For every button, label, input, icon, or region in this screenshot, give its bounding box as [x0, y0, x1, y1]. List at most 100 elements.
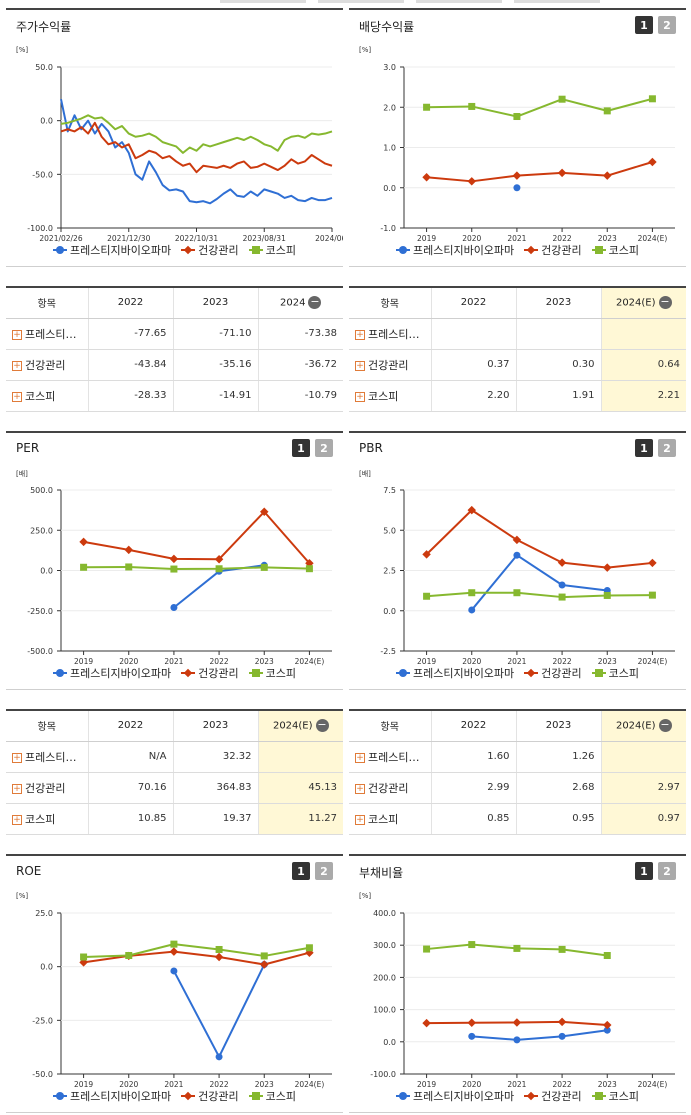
expand-icon[interactable]: + — [355, 752, 365, 763]
data-point[interactable] — [512, 1018, 522, 1027]
data-point[interactable] — [648, 558, 657, 568]
data-point[interactable] — [603, 171, 612, 180]
data-point[interactable] — [513, 184, 521, 192]
chart-view-2-button[interactable]: 2 — [315, 862, 333, 880]
legend-company[interactable]: 프레스티지바이오파마 — [395, 1088, 514, 1104]
data-point[interactable] — [648, 591, 656, 599]
data-point[interactable] — [468, 1032, 476, 1040]
row-label[interactable]: + 코스피 — [349, 380, 431, 412]
data-point[interactable] — [603, 1020, 612, 1030]
data-point[interactable] — [125, 952, 133, 960]
chart-view-1-button[interactable]: 1 — [635, 862, 653, 880]
data-point[interactable] — [423, 592, 431, 600]
legend-sector[interactable]: 건강관리 — [181, 1088, 239, 1104]
legend-company[interactable]: 프레스티지바이오파마 — [52, 665, 171, 681]
data-point[interactable] — [215, 1053, 223, 1061]
data-point[interactable] — [603, 952, 611, 960]
legend-kospi[interactable]: 코스피 — [248, 1088, 296, 1104]
legend-sector[interactable]: 건강관리 — [524, 665, 582, 681]
legend-kospi[interactable]: 코스피 — [248, 242, 296, 258]
data-point[interactable] — [260, 960, 269, 969]
data-point[interactable] — [305, 565, 313, 573]
data-point[interactable] — [260, 952, 268, 960]
row-label[interactable]: + 코스피 — [349, 803, 431, 835]
chart-view-2-button[interactable]: 2 — [315, 439, 333, 457]
row-label[interactable]: + 코스피 — [6, 380, 88, 412]
data-point[interactable] — [558, 945, 566, 953]
data-point[interactable] — [557, 168, 567, 178]
expand-icon[interactable]: + — [355, 329, 365, 340]
data-point[interactable] — [467, 505, 476, 515]
data-point[interactable] — [305, 944, 313, 952]
chart-view-2-button[interactable]: 2 — [658, 439, 676, 457]
data-point[interactable] — [422, 550, 431, 559]
data-point[interactable] — [513, 944, 521, 952]
data-point[interactable] — [170, 604, 178, 612]
data-point[interactable] — [423, 103, 431, 111]
collapse-icon[interactable]: − — [658, 718, 672, 733]
data-point[interactable] — [468, 941, 476, 949]
chart-view-2-button[interactable]: 2 — [658, 16, 676, 34]
row-label[interactable]: + 프레스티… — [6, 318, 88, 350]
data-point[interactable] — [170, 940, 178, 948]
data-point[interactable] — [422, 173, 431, 182]
data-point[interactable] — [513, 551, 521, 559]
data-point[interactable] — [513, 113, 521, 121]
data-point[interactable] — [80, 563, 88, 571]
row-label[interactable]: + 프레스티… — [349, 318, 431, 350]
data-point[interactable] — [170, 967, 178, 975]
data-point[interactable] — [558, 593, 566, 601]
row-label[interactable]: + 건강관리 — [6, 349, 88, 381]
data-point[interactable] — [79, 537, 88, 547]
chart-view-1-button[interactable]: 1 — [635, 16, 653, 34]
data-point[interactable] — [558, 581, 566, 589]
data-point[interactable] — [214, 554, 224, 564]
data-point[interactable] — [513, 589, 521, 597]
data-point[interactable] — [125, 563, 133, 571]
data-point[interactable] — [558, 1032, 566, 1040]
legend-kospi[interactable]: 코스피 — [591, 1088, 639, 1104]
chart-view-1-button[interactable]: 1 — [292, 862, 310, 880]
chart-view-2-button[interactable]: 2 — [658, 862, 676, 880]
collapse-icon[interactable]: − — [658, 295, 672, 310]
collapse-icon[interactable]: − — [308, 295, 322, 310]
data-point[interactable] — [557, 558, 567, 567]
data-point[interactable] — [558, 95, 566, 103]
legend-kospi[interactable]: 코스피 — [248, 665, 296, 681]
data-point[interactable] — [169, 554, 179, 564]
data-point[interactable] — [557, 1017, 567, 1027]
data-point[interactable] — [214, 952, 224, 962]
legend-sector[interactable]: 건강관리 — [181, 665, 239, 681]
data-point[interactable] — [215, 565, 223, 573]
expand-icon[interactable]: + — [12, 391, 22, 402]
row-label[interactable]: + 코스피 — [6, 803, 88, 835]
data-point[interactable] — [648, 95, 656, 103]
data-point[interactable] — [124, 545, 133, 555]
legend-company[interactable]: 프레스티지바이오파마 — [395, 242, 514, 258]
collapse-icon[interactable]: − — [315, 718, 329, 733]
data-point[interactable] — [512, 171, 522, 180]
data-point[interactable] — [513, 1036, 521, 1044]
data-point[interactable] — [603, 107, 611, 115]
data-point[interactable] — [468, 589, 476, 597]
expand-icon[interactable]: + — [12, 752, 22, 763]
data-point[interactable] — [260, 563, 268, 571]
legend-company[interactable]: 프레스티지바이오파마 — [52, 1088, 171, 1104]
data-point[interactable] — [467, 177, 476, 186]
legend-kospi[interactable]: 코스피 — [591, 242, 639, 258]
expand-icon[interactable]: + — [12, 329, 22, 340]
legend-sector[interactable]: 건강관리 — [524, 242, 582, 258]
chart-view-1-button[interactable]: 1 — [292, 439, 310, 457]
data-point[interactable] — [80, 953, 88, 961]
data-point[interactable] — [468, 606, 476, 614]
expand-icon[interactable]: + — [12, 783, 22, 794]
expand-icon[interactable]: + — [12, 360, 22, 371]
row-label[interactable]: + 프레스티… — [349, 741, 431, 773]
data-point[interactable] — [422, 1018, 431, 1028]
row-label[interactable]: + 건강관리 — [349, 772, 431, 804]
legend-company[interactable]: 프레스티지바이오파마 — [395, 665, 514, 681]
expand-icon[interactable]: + — [12, 814, 22, 825]
data-point[interactable] — [648, 157, 657, 167]
expand-icon[interactable]: + — [355, 391, 365, 402]
data-point[interactable] — [603, 591, 611, 599]
